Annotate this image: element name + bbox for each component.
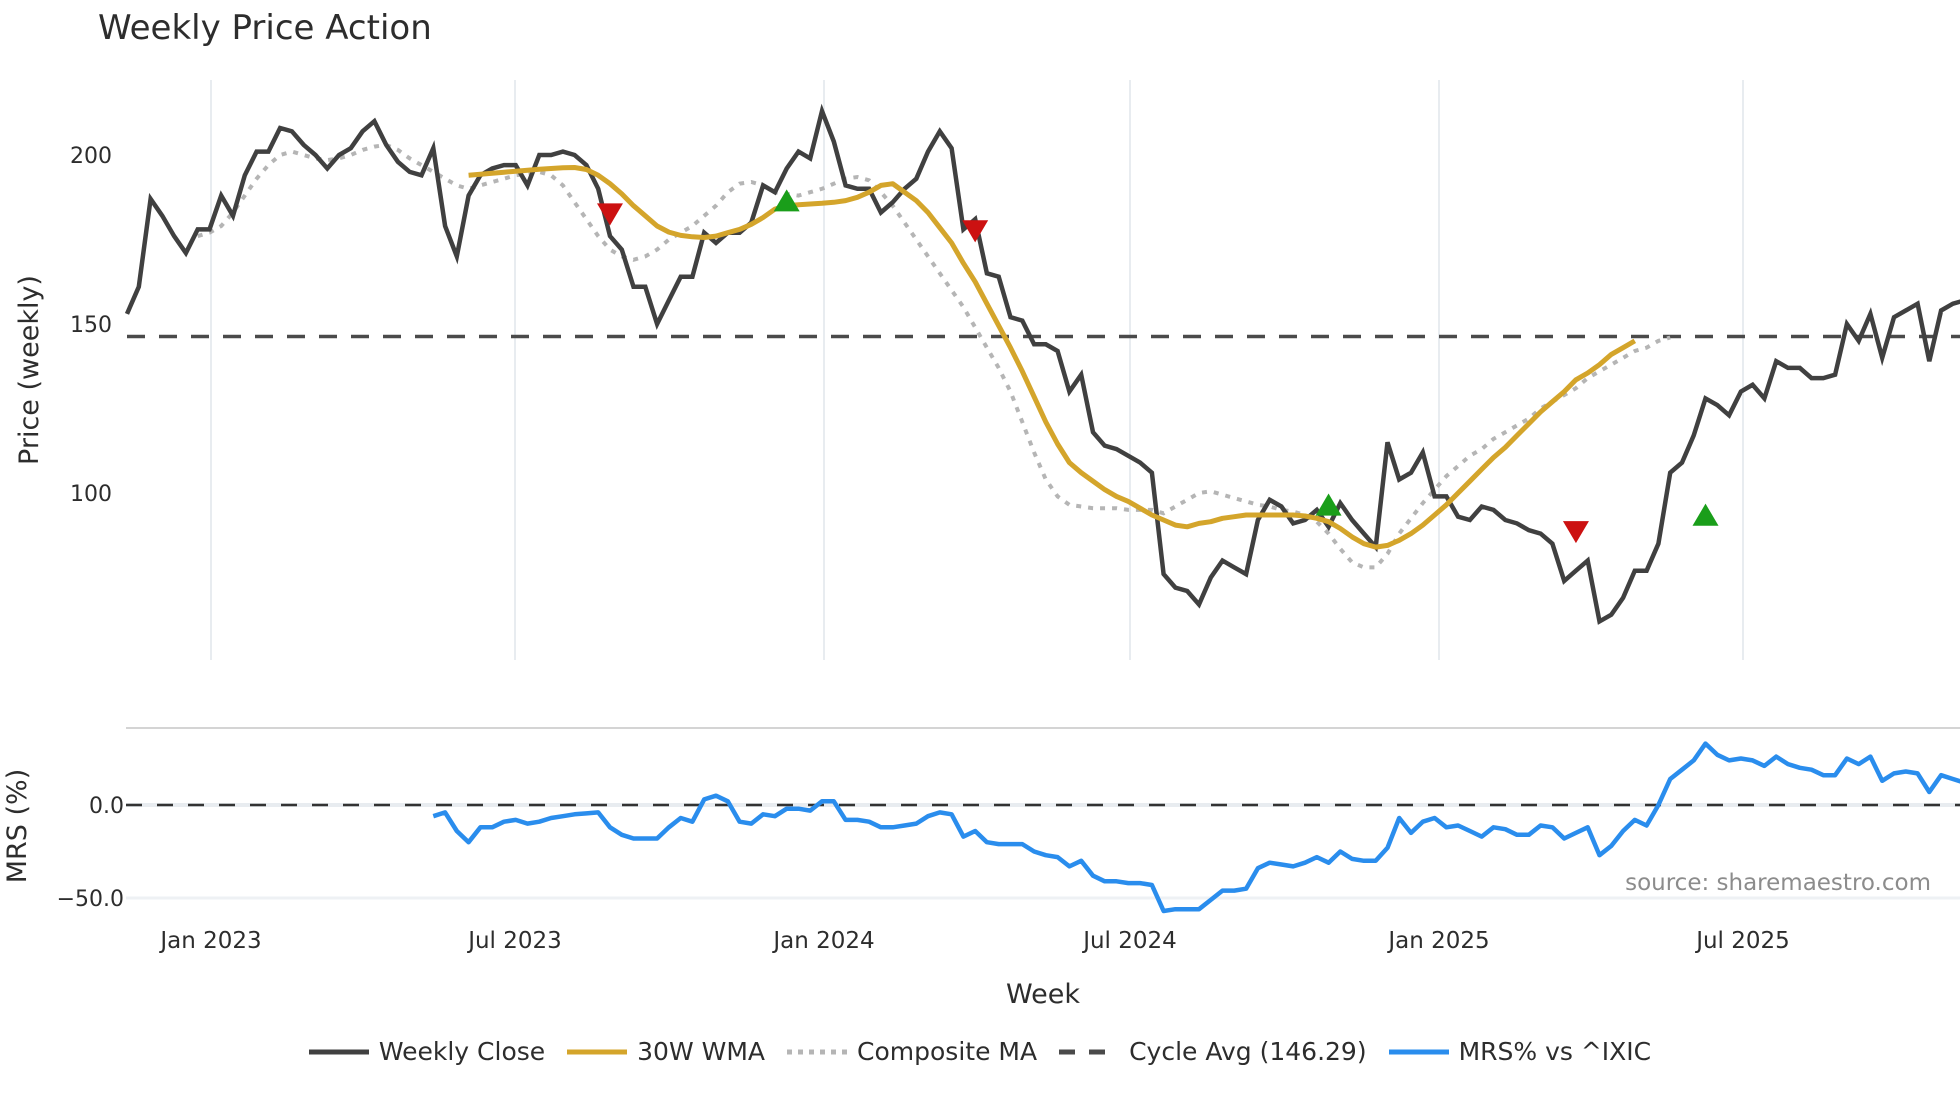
composite-ma-swatch-icon xyxy=(787,1042,848,1062)
x-axis-ticks: Jan 2023 Jul 2023 Jan 2024 Jul 2024 Jan 2025… xyxy=(158,928,1789,954)
price-ytick-100: 100 xyxy=(70,482,112,507)
signal-markers xyxy=(596,189,1719,544)
wma30-line xyxy=(468,165,1637,550)
sell-signal-triangle-down-icon xyxy=(596,203,623,226)
legend-label: MRS% vs ^IXIC xyxy=(1458,1037,1652,1066)
x-tick-label: Jan 2024 xyxy=(771,928,874,954)
x-tick-label: Jul 2025 xyxy=(1694,928,1790,954)
sell-signal-triangle-down-icon xyxy=(1562,521,1589,544)
composite-ma-line xyxy=(197,142,1671,570)
source-note: source: sharemaestro.com xyxy=(1625,870,1931,896)
cycle-avg-swatch-icon xyxy=(1059,1042,1120,1062)
legend-item-weekly-close[interactable]: Weekly Close xyxy=(308,1037,546,1066)
legend-item-composite-ma[interactable]: Composite MA xyxy=(787,1037,1037,1066)
legend-item-cycle-avg[interactable]: Cycle Avg (146.29) xyxy=(1059,1037,1367,1066)
x-tick-label: Jan 2023 xyxy=(158,928,261,954)
mrs-line xyxy=(432,741,1960,914)
sell-signal-triangle-down-icon xyxy=(962,220,989,243)
mrs-y-axis-title: MRS (%) xyxy=(2,769,33,884)
mrs-ytick-0: 0.0 xyxy=(89,794,124,819)
buy-signal-triangle-up-icon xyxy=(773,189,800,212)
buy-signal-triangle-up-icon xyxy=(1315,493,1342,516)
price-ytick-200: 200 xyxy=(70,144,112,169)
weekly-close-swatch-icon xyxy=(308,1042,369,1062)
price-y-axis-title: Price (weekly) xyxy=(14,275,45,465)
legend: Weekly Close 30W WMA Composite MA Cycle Avg… xyxy=(0,1037,1960,1066)
legend-label: Cycle Avg (146.29) xyxy=(1129,1037,1367,1066)
legend-label: Composite MA xyxy=(857,1037,1038,1066)
legend-item-mrs[interactable]: MRS% vs ^IXIC xyxy=(1388,1037,1652,1066)
price-vertical-grid xyxy=(210,80,1744,660)
mrs-swatch-icon xyxy=(1388,1042,1449,1062)
legend-label: 30W WMA xyxy=(637,1037,766,1066)
weekly-close-line xyxy=(124,103,1960,625)
x-tick-label: Jul 2023 xyxy=(466,928,562,954)
wma30-swatch-icon xyxy=(567,1042,628,1062)
x-tick-label: Jan 2025 xyxy=(1386,928,1489,954)
price-ytick-150: 150 xyxy=(70,313,112,338)
chart-title: Weekly Price Action xyxy=(98,8,432,48)
mrs-ytick-minus50: −50.0 xyxy=(57,887,124,912)
legend-label: Weekly Close xyxy=(378,1037,546,1066)
x-axis-title: Week xyxy=(1006,979,1080,1010)
x-tick-label: Jul 2024 xyxy=(1081,928,1177,954)
legend-item-wma30[interactable]: 30W WMA xyxy=(567,1037,765,1066)
buy-signal-triangle-up-icon xyxy=(1692,503,1719,526)
